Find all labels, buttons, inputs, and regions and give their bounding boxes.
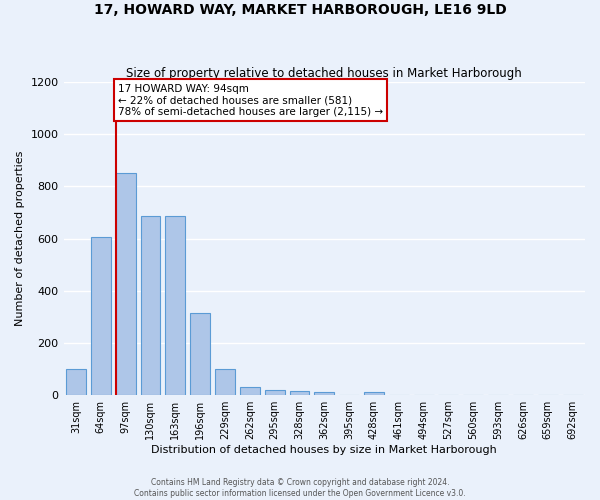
Bar bbox=[116, 172, 136, 395]
Bar bbox=[364, 392, 384, 395]
Bar bbox=[265, 390, 284, 395]
Bar bbox=[290, 391, 310, 395]
Bar bbox=[240, 388, 260, 395]
Y-axis label: Number of detached properties: Number of detached properties bbox=[15, 151, 25, 326]
Bar bbox=[140, 216, 160, 395]
Bar bbox=[166, 216, 185, 395]
X-axis label: Distribution of detached houses by size in Market Harborough: Distribution of detached houses by size … bbox=[151, 445, 497, 455]
Text: Contains HM Land Registry data © Crown copyright and database right 2024.
Contai: Contains HM Land Registry data © Crown c… bbox=[134, 478, 466, 498]
Bar bbox=[314, 392, 334, 395]
Bar bbox=[91, 238, 111, 395]
Text: 17 HOWARD WAY: 94sqm
← 22% of detached houses are smaller (581)
78% of semi-deta: 17 HOWARD WAY: 94sqm ← 22% of detached h… bbox=[118, 84, 383, 117]
Text: 17, HOWARD WAY, MARKET HARBOROUGH, LE16 9LD: 17, HOWARD WAY, MARKET HARBOROUGH, LE16 … bbox=[94, 2, 506, 16]
Bar bbox=[66, 369, 86, 395]
Bar bbox=[190, 313, 210, 395]
Title: Size of property relative to detached houses in Market Harborough: Size of property relative to detached ho… bbox=[127, 66, 522, 80]
Bar bbox=[215, 369, 235, 395]
